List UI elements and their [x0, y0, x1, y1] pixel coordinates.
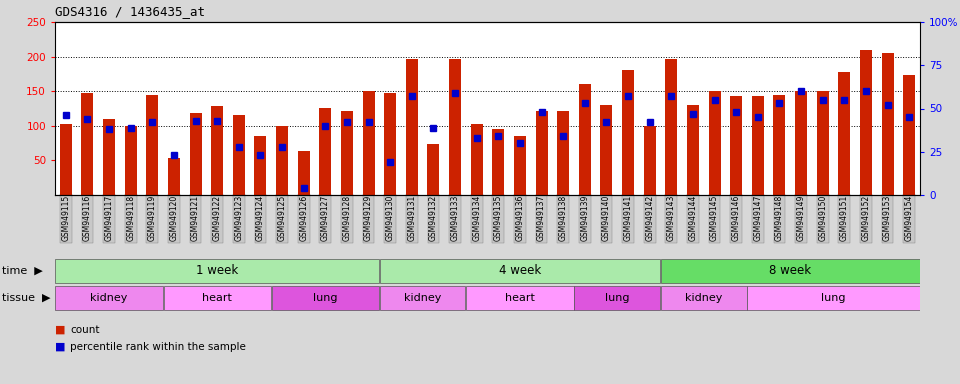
Bar — [748, 286, 920, 311]
Bar — [56, 258, 379, 283]
Bar — [272, 286, 379, 311]
Bar — [665, 59, 677, 195]
Bar — [881, 53, 894, 195]
Bar — [168, 158, 180, 195]
Bar — [211, 106, 223, 195]
Bar — [492, 129, 504, 195]
Bar — [125, 126, 136, 195]
Bar — [557, 111, 569, 195]
Text: 8 week: 8 week — [769, 265, 811, 278]
Text: time  ▶: time ▶ — [2, 266, 43, 276]
Bar — [601, 105, 612, 195]
Text: lung: lung — [605, 293, 630, 303]
Bar — [103, 119, 115, 195]
Bar — [56, 286, 162, 311]
Bar — [817, 91, 828, 195]
Bar — [146, 95, 158, 195]
Bar — [660, 258, 920, 283]
Bar — [254, 136, 266, 195]
Bar — [579, 84, 590, 195]
Bar — [380, 258, 660, 283]
Text: count: count — [70, 325, 100, 335]
Bar — [795, 91, 807, 195]
Text: tissue  ▶: tissue ▶ — [2, 293, 51, 303]
Bar — [449, 59, 461, 195]
Bar — [660, 286, 747, 311]
Bar — [731, 96, 742, 195]
Bar — [298, 151, 310, 195]
Text: lung: lung — [821, 293, 846, 303]
Bar — [752, 96, 764, 195]
Bar — [276, 126, 288, 195]
Bar — [406, 59, 418, 195]
Bar — [384, 93, 396, 195]
Bar — [190, 113, 202, 195]
Text: GDS4316 / 1436435_at: GDS4316 / 1436435_at — [55, 5, 205, 18]
Bar — [860, 50, 872, 195]
Text: heart: heart — [505, 293, 535, 303]
Text: kidney: kidney — [404, 293, 442, 303]
Bar — [82, 93, 93, 195]
Bar — [380, 286, 466, 311]
Bar — [622, 70, 634, 195]
Bar — [903, 75, 915, 195]
Bar — [320, 109, 331, 195]
Text: heart: heart — [203, 293, 232, 303]
Bar — [687, 105, 699, 195]
Text: percentile rank within the sample: percentile rank within the sample — [70, 342, 246, 352]
Text: lung: lung — [313, 293, 338, 303]
Bar — [233, 115, 245, 195]
Bar — [514, 136, 526, 195]
Bar — [467, 286, 573, 311]
Bar — [470, 124, 483, 195]
Bar — [838, 72, 851, 195]
Bar — [363, 91, 374, 195]
Text: ■: ■ — [55, 342, 65, 352]
Bar — [60, 124, 72, 195]
Bar — [427, 144, 440, 195]
Text: ■: ■ — [55, 325, 65, 335]
Bar — [163, 286, 271, 311]
Bar — [536, 111, 547, 195]
Bar — [644, 126, 656, 195]
Bar — [774, 95, 785, 195]
Bar — [341, 111, 353, 195]
Bar — [708, 91, 721, 195]
Bar — [574, 286, 660, 311]
Text: kidney: kidney — [90, 293, 128, 303]
Text: kidney: kidney — [685, 293, 723, 303]
Text: 4 week: 4 week — [499, 265, 541, 278]
Text: 1 week: 1 week — [196, 265, 238, 278]
